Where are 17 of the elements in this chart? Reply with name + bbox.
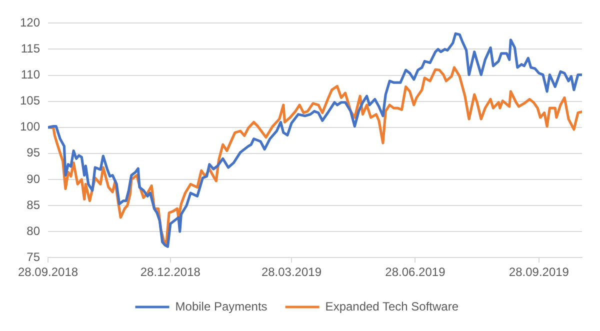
y-tick-label: 100 [20,120,40,134]
y-tick-label: 90 [26,172,40,186]
y-tick-label: 115 [20,42,40,56]
legend-label: Mobile Payments [175,299,268,314]
y-tick-label: 80 [26,224,40,238]
x-tick-label: 28.12.2018 [140,265,201,280]
x-tick-label: 28.06.2019 [385,265,446,280]
y-tick-label: 75 [26,250,40,264]
legend-label: Expanded Tech Software [325,299,459,314]
y-tick-label: 120 [20,16,40,30]
y-tick-label: 85 [26,198,40,212]
x-tick-label: 28.03.2019 [261,265,322,280]
y-tick-label: 110 [20,68,40,82]
x-tick-label: 28.09.2019 [508,265,570,280]
y-tick-label: 95 [26,146,40,160]
x-tick-label: 28.09.2018 [18,265,78,280]
y-tick-label: 105 [20,94,40,108]
